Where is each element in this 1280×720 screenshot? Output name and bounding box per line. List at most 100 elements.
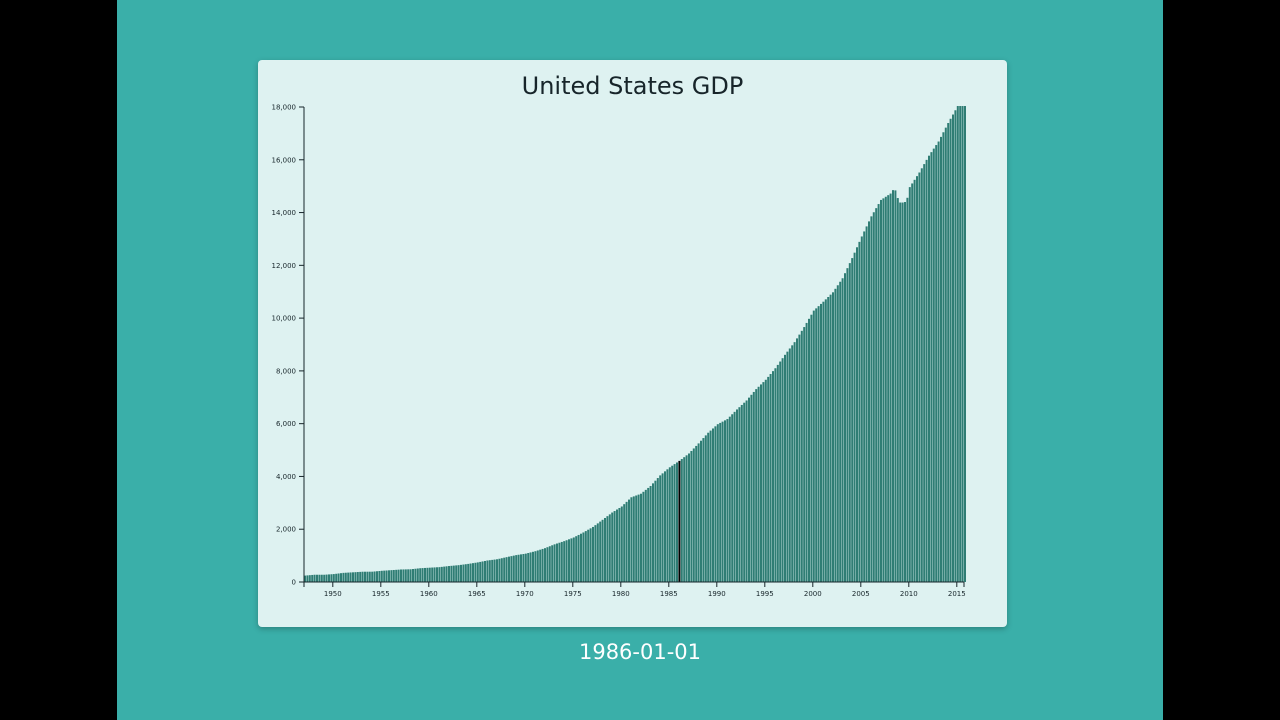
bar[interactable] <box>618 507 621 582</box>
bar[interactable] <box>330 574 333 582</box>
bar[interactable] <box>623 504 626 582</box>
bar[interactable] <box>522 554 525 582</box>
bar[interactable] <box>546 547 549 582</box>
bar[interactable] <box>942 132 945 582</box>
bar[interactable] <box>318 574 321 582</box>
bar[interactable] <box>529 552 532 582</box>
bar[interactable] <box>517 554 520 582</box>
bar[interactable] <box>920 168 923 582</box>
bar[interactable] <box>635 495 638 583</box>
bar[interactable] <box>421 568 424 582</box>
bar[interactable] <box>817 306 820 582</box>
bar[interactable] <box>707 432 710 582</box>
bar[interactable] <box>589 528 592 582</box>
bar[interactable] <box>380 570 383 582</box>
bar[interactable] <box>448 566 450 582</box>
bar[interactable] <box>325 574 328 582</box>
bar[interactable] <box>407 569 410 582</box>
bar[interactable] <box>575 536 578 582</box>
bar[interactable] <box>719 422 722 582</box>
bar[interactable] <box>853 252 856 583</box>
bar[interactable] <box>337 573 340 582</box>
bar[interactable] <box>580 533 582 582</box>
bar[interactable] <box>767 376 770 582</box>
bar[interactable] <box>925 159 928 582</box>
bar[interactable] <box>803 327 806 582</box>
bar[interactable] <box>436 567 438 582</box>
bar[interactable] <box>649 486 652 582</box>
bar[interactable] <box>908 187 911 582</box>
bar[interactable] <box>844 273 846 582</box>
bar[interactable] <box>721 421 724 582</box>
bar[interactable] <box>956 106 959 582</box>
bar[interactable] <box>510 556 513 582</box>
bar[interactable] <box>498 558 501 582</box>
bar[interactable] <box>904 202 906 582</box>
bar[interactable] <box>527 553 530 582</box>
bar[interactable] <box>548 546 551 582</box>
bar[interactable] <box>481 561 484 582</box>
bar[interactable] <box>608 514 611 582</box>
bar[interactable] <box>553 544 556 582</box>
bar[interactable] <box>587 529 590 582</box>
bar[interactable] <box>848 263 851 582</box>
bar[interactable] <box>642 491 645 582</box>
bar[interactable] <box>899 202 902 582</box>
bar[interactable] <box>572 537 575 582</box>
bar[interactable] <box>304 575 306 582</box>
bar[interactable] <box>652 483 654 582</box>
bar[interactable] <box>685 455 688 582</box>
bar[interactable] <box>604 517 606 582</box>
bar[interactable] <box>959 106 962 582</box>
bar[interactable] <box>824 299 827 582</box>
bar[interactable] <box>712 428 714 582</box>
bar[interactable] <box>964 106 966 582</box>
bar[interactable] <box>791 345 794 582</box>
bar[interactable] <box>726 419 729 582</box>
bar[interactable] <box>654 480 657 582</box>
bar[interactable] <box>714 426 717 582</box>
bar[interactable] <box>596 523 599 582</box>
bar[interactable] <box>433 567 436 582</box>
bar[interactable] <box>889 193 892 582</box>
bar[interactable] <box>356 572 359 582</box>
bar[interactable] <box>424 567 426 582</box>
bar[interactable] <box>884 196 887 582</box>
bar[interactable] <box>620 506 623 582</box>
bar[interactable] <box>940 136 942 582</box>
bar[interactable] <box>328 574 330 582</box>
bar[interactable] <box>440 566 443 582</box>
bar[interactable] <box>534 551 537 582</box>
bar[interactable] <box>508 556 510 582</box>
bar[interactable] <box>392 569 395 582</box>
bar[interactable] <box>836 285 839 582</box>
bar[interactable] <box>344 572 347 582</box>
bar[interactable] <box>359 571 362 582</box>
bar[interactable] <box>512 555 515 582</box>
bar[interactable] <box>750 394 753 582</box>
bar[interactable] <box>568 539 570 582</box>
bar[interactable] <box>505 557 508 582</box>
bar[interactable] <box>606 516 609 582</box>
bar[interactable] <box>625 501 628 582</box>
bar[interactable] <box>541 548 544 582</box>
bar[interactable] <box>788 348 791 582</box>
bar[interactable] <box>455 565 458 582</box>
bar[interactable] <box>438 567 441 582</box>
bar[interactable] <box>582 532 585 582</box>
bar[interactable] <box>796 338 798 582</box>
bar[interactable] <box>690 450 693 582</box>
bar[interactable] <box>875 208 878 582</box>
bar[interactable] <box>599 521 602 582</box>
bar[interactable] <box>944 127 947 582</box>
bar[interactable] <box>630 497 633 582</box>
bar[interactable] <box>728 416 731 582</box>
bar[interactable] <box>647 487 650 582</box>
bar[interactable] <box>800 330 803 582</box>
bar[interactable] <box>320 574 323 582</box>
bar[interactable] <box>376 571 378 582</box>
bar[interactable] <box>416 568 419 582</box>
bar[interactable] <box>673 464 676 582</box>
bar[interactable] <box>877 204 880 583</box>
bar[interactable] <box>880 199 882 582</box>
